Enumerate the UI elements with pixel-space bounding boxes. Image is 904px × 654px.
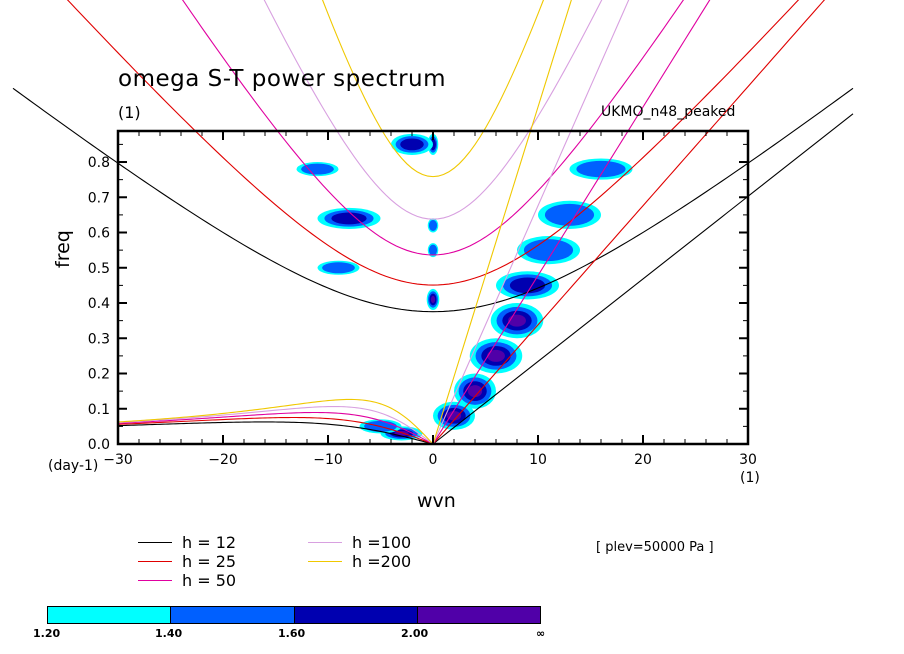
legend-item-h25: h = 25 [138,552,236,571]
y-units-label: (day-1) [48,458,99,474]
x-tick-label: −20 [208,452,238,468]
power-region [576,160,626,178]
axis-ticks: −30 −20 −10 0 10 20 30 0.0 0.1 0.2 0.3 0.4 0.5 0.6 0.7… [88,131,757,468]
legend-label: h =200 [352,552,412,571]
rossby-curve [117,416,434,444]
kelvin-curve [432,113,854,444]
power-region [322,262,355,274]
x-tick-label: −10 [313,452,343,468]
colorbar-segment [48,607,172,623]
y-tick-label: 0.0 [88,437,110,453]
power-region [428,244,438,256]
colorbar [47,606,541,624]
legend-swatch [138,580,172,581]
legend-item-h100: h =100 [308,533,411,552]
power-region [467,385,483,398]
chart-title: omega S-T power spectrum [118,66,447,92]
legend-swatch [308,542,342,543]
colorbar-label: ∞ [536,627,546,640]
inertia-gravity-curve [321,0,545,178]
kelvin-curve [432,0,826,444]
y-axis-label: freq [52,230,74,268]
power-region [523,239,574,262]
colorbar-label: 1.40 [155,627,183,640]
power-region [400,138,424,151]
x-tick-label: 30 [739,452,757,468]
power-region [544,203,595,226]
plot-border [116,129,750,446]
y-tick-label: 0.5 [88,261,110,277]
x-units-label: (1) [740,470,760,486]
rossby-curve [117,398,434,444]
legend-swatch [138,561,172,562]
x-tick-label: −30 [103,452,133,468]
legend-item-h50: h = 50 [138,571,236,590]
power-region [430,295,436,304]
colorbar-label: 1.20 [33,627,61,640]
legend-item-h200: h =200 [308,552,411,571]
power-region [428,219,438,231]
legend-swatch [138,542,172,543]
legend-label: h = 50 [182,571,237,590]
kelvin-curve [432,0,572,444]
power-region [487,349,505,362]
kelvin-curve [432,0,711,444]
inertia-gravity-curve [263,0,603,220]
legend-item-h12: h = 12 [138,533,236,552]
power-region [394,431,409,436]
power-region [446,411,462,421]
inertia-gravity-curve [66,0,800,286]
y-tick-label: 0.6 [88,226,110,242]
legend-swatch [308,561,342,562]
colorbar-label: 2.00 [401,627,429,640]
y-tick-label: 0.4 [88,296,110,312]
legend-label: h =100 [352,533,412,552]
kelvin-curve [432,0,630,444]
colorbar-segment [171,607,295,623]
plot-frame [116,129,750,446]
power-region [331,212,367,225]
inertia-gravity-curve [181,0,685,256]
plev-annotation: [ plev=50000 Pa ] [596,540,714,555]
x-tick-label: 0 [429,452,438,468]
power-region [301,163,334,175]
colorbar-label: 1.60 [278,627,306,640]
rossby-curve [117,421,434,444]
colorbar-segment [294,607,418,623]
y-tick-label: 0.1 [88,402,110,418]
legend-label: h = 12 [182,533,237,552]
power-region [509,277,546,294]
y-tick-label: 0.3 [88,331,110,347]
x-tick-label: 20 [634,452,652,468]
y-tick-label: 0.2 [88,367,110,383]
power-region [508,314,526,327]
y-tick-label: 0.8 [88,155,110,171]
legend-label: h = 25 [182,552,237,571]
x-tick-label: 10 [529,452,547,468]
chart-units: (1) [118,103,141,122]
x-axis-label: wvn [417,490,456,512]
rossby-curve [117,405,434,444]
source-label: UKMO_n48_peaked [601,104,736,120]
colorbar-segment [417,607,540,623]
inertia-gravity-curve [12,87,854,313]
dispersion-curves [12,0,854,444]
rossby-curve [117,411,434,444]
y-tick-label: 0.7 [88,190,110,206]
